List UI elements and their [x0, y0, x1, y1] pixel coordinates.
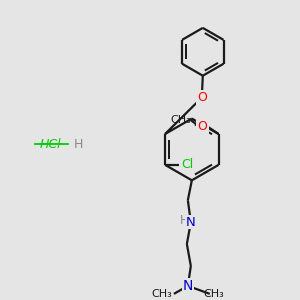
- Text: Cl: Cl: [181, 158, 193, 171]
- Text: N: N: [186, 216, 196, 229]
- Text: CH₃: CH₃: [203, 289, 224, 299]
- Text: O: O: [197, 91, 207, 104]
- Text: CH₃: CH₃: [152, 289, 172, 299]
- Text: HCl: HCl: [40, 138, 61, 151]
- Text: H: H: [179, 214, 188, 227]
- Text: N: N: [183, 279, 193, 293]
- Text: O: O: [198, 119, 208, 133]
- Text: CH₃: CH₃: [170, 115, 191, 125]
- Text: H: H: [74, 138, 83, 151]
